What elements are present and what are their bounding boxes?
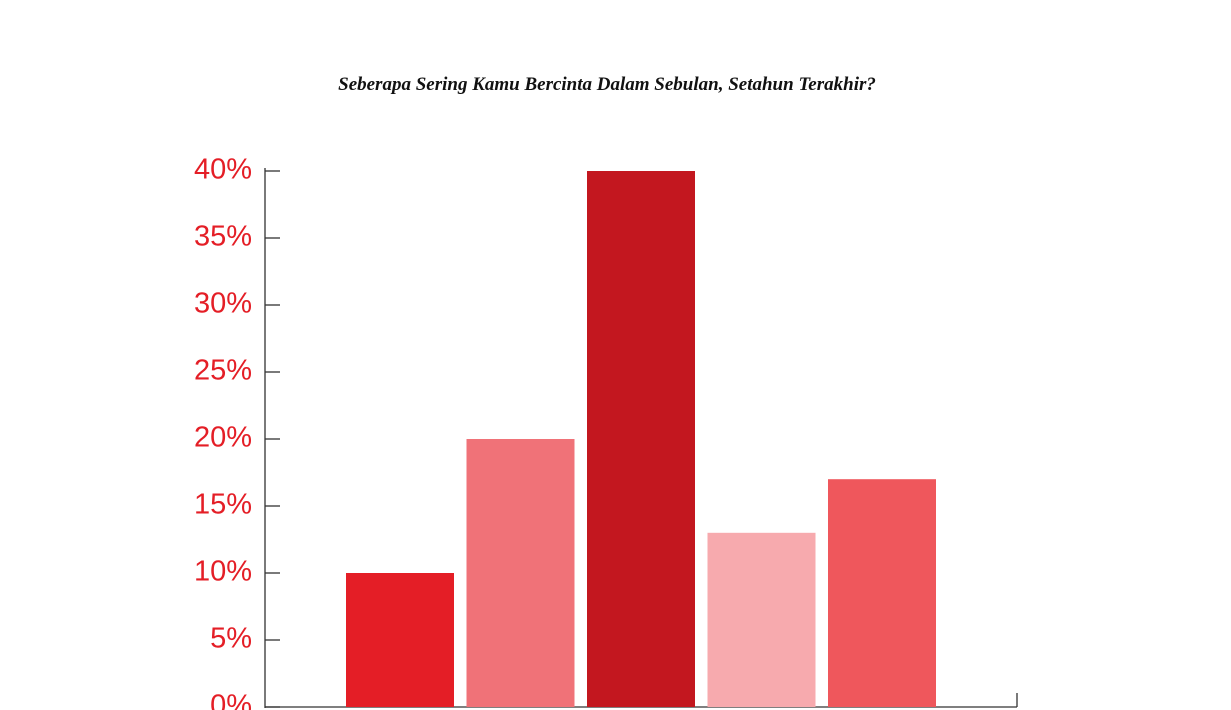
y-tick-label: 35% bbox=[194, 221, 252, 253]
y-tick-label: 15% bbox=[194, 489, 252, 521]
y-tick-label: 30% bbox=[194, 288, 252, 320]
y-tick-label: 10% bbox=[194, 556, 252, 588]
y-tick-label: 5% bbox=[210, 623, 252, 655]
y-tick-label: 20% bbox=[194, 422, 252, 454]
bar bbox=[587, 171, 695, 707]
y-tick-label: 0% bbox=[210, 690, 252, 710]
bar bbox=[707, 532, 816, 707]
y-tick-label: 40% bbox=[194, 154, 252, 186]
bar bbox=[466, 439, 575, 707]
y-tick-label: 25% bbox=[194, 355, 252, 387]
chart-title: Seberapa Sering Kamu Bercinta Dalam Sebu… bbox=[338, 74, 876, 95]
bar bbox=[346, 573, 454, 707]
bar bbox=[828, 479, 936, 707]
